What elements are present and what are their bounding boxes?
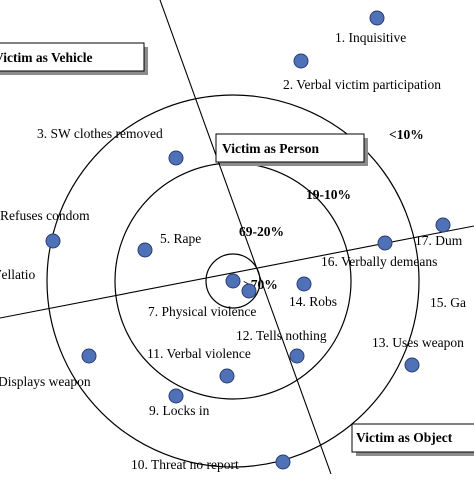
zone-box-vehicle: Victim as Vehicle — [0, 42, 148, 75]
point-locks-in — [168, 388, 184, 404]
percent-inner: 69-20% — [239, 224, 284, 239]
point-verbally-demeans — [296, 276, 312, 292]
item-label-fellatio: Fellatio — [0, 267, 35, 282]
item-label-verbal-participation: 2. Verbal victim participation — [283, 77, 441, 92]
point-ga — [435, 217, 451, 233]
point-displays-weapon — [81, 348, 97, 364]
point-verbal-participation — [293, 53, 309, 69]
item-label-rape: 5. Rape — [160, 231, 201, 246]
point-dum — [377, 235, 393, 251]
zone-label-person: Victim as Person — [222, 141, 319, 156]
item-label-physical-violence: 7. Physical violence — [148, 304, 256, 319]
item-label-ga: 15. Ga — [430, 295, 466, 310]
item-label-inquisitive: 1. Inquisitive — [335, 30, 406, 45]
item-label-refuses-condom: Refuses condom — [0, 208, 90, 223]
item-label-dum: 17. Dum — [415, 233, 463, 248]
item-label-displays-weapon: Displays weapon — [0, 374, 91, 389]
zone-box-object: Victim as Object — [351, 423, 474, 456]
partition-line-horizontal — [0, 225, 474, 319]
item-label-robs: 14. Robs — [289, 294, 337, 309]
point-uses-weapon — [404, 357, 420, 373]
point-clothes-removed — [168, 150, 184, 166]
point-tells-nothing — [219, 368, 235, 384]
inner-ring — [205, 253, 261, 309]
partition-line-vehicle-person — [159, 0, 332, 474]
point-rape — [137, 242, 153, 258]
point-physical-violence — [241, 283, 257, 299]
point-inquisitive — [369, 10, 385, 26]
point-center — [225, 273, 241, 289]
zone-label-object: Victim as Object — [356, 430, 453, 445]
item-label-clothes-removed: 3. SW clothes removed — [37, 126, 163, 141]
zone-label-vehicle: Victim as Vehicle — [0, 50, 93, 65]
point-verbal-violence — [289, 348, 305, 364]
item-label-verbally-demeans: 16. Verbally demeans — [321, 254, 437, 269]
item-label-tells-nothing: 12. Tells nothing — [236, 328, 327, 343]
item-label-locks-in: 9. Locks in — [149, 403, 210, 418]
zone-box-person: Victim as Person — [215, 133, 368, 166]
item-label-uses-weapon: 13. Uses weapon — [372, 335, 464, 350]
item-label-verbal-violence: 11. Verbal violence — [147, 346, 251, 361]
point-threat-no-report — [275, 454, 291, 470]
point-refuses-condom — [45, 233, 61, 249]
percent-middle: 19-10% — [306, 187, 351, 202]
percent-outer: <10% — [389, 127, 424, 142]
outer-ring — [46, 94, 420, 468]
item-label-threat-no-report: 10. Threat no report — [131, 457, 239, 472]
